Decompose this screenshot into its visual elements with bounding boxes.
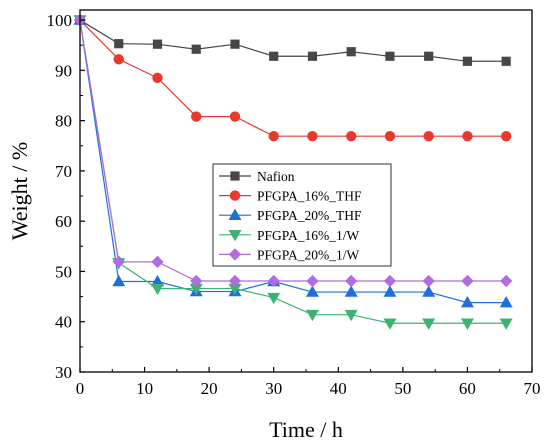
ticks-layer: 0 10 20 30 40 50 60 70 30 40 50 60 70 80 90 100 [47,11,541,398]
data-point [383,318,397,330]
data-point [346,47,356,57]
data-point [306,274,319,288]
data-point [230,171,240,181]
series-line [79,19,507,137]
data-point [191,44,201,54]
data-point [228,248,242,261]
legend-label: Nafion [257,169,295,184]
data-point [500,274,513,288]
y-tick-label: 70 [55,162,72,181]
data-point [307,130,318,142]
legend-item: PFGPA_16%_THF [219,189,362,204]
legend-item: PFGPA_20%_THF [219,208,362,223]
data-point [190,274,203,288]
legend: Nafion PFGPA_16%_THF PFGPA_20%_THF PFGPA_16… [212,163,392,267]
legend-label: PFGPA_16%_THF [257,189,362,204]
series [75,15,511,66]
legend-item: PFGPA_20%_1/W [219,247,360,262]
data-point [499,318,513,330]
y-tick-label: 40 [55,313,72,332]
series-line [79,19,507,324]
data-point [344,285,358,297]
data-point [150,283,164,296]
series [74,14,512,142]
data-point [267,292,281,305]
y-tick-label: 50 [55,262,72,281]
data-point [112,274,126,287]
data-point [383,274,397,288]
data-point [424,51,434,61]
x-tick-label: 0 [76,379,85,398]
x-tick-label: 40 [330,379,347,398]
data-point [229,190,241,201]
data-point [460,318,474,330]
data-point [385,51,395,61]
legend-label: PFGPA_20%_1/W [257,247,360,262]
data-point [307,51,318,61]
data-point [384,130,396,142]
data-point [422,318,436,330]
data-point [191,111,202,122]
data-point [228,230,242,242]
x-tick-label: 10 [136,379,153,398]
series-layer [73,13,513,330]
data-point [152,39,163,49]
data-point [113,54,124,65]
data-point [383,285,397,297]
data-point [460,296,474,308]
data-point [345,274,358,288]
y-tick-label: 60 [55,212,72,231]
data-point [151,255,164,269]
data-point [228,208,242,220]
data-point [422,285,436,297]
legend-label: PFGPA_20%_THF [257,208,362,223]
data-point [305,285,319,297]
data-point [305,309,319,322]
data-point [229,111,241,122]
data-point [112,255,125,269]
data-point [346,130,357,142]
series [73,13,513,288]
x-tick-label: 60 [459,379,476,398]
y-axis-title: Weight / % [7,142,32,240]
series-line [79,19,507,282]
legend-item: Nafion [219,169,295,184]
data-point [114,39,124,49]
y-tick-label: 90 [55,61,72,80]
data-point [230,39,240,49]
y-tick-label: 30 [55,363,72,382]
data-point [268,130,279,142]
data-point [267,274,280,288]
data-point [228,274,242,288]
data-point [423,130,434,142]
legend-label: PFGPA_16%_1/W [257,228,360,243]
legend-item: PFGPA_16%_1/W [219,228,360,243]
x-axis-title: Time / h [269,417,343,442]
data-point [501,56,511,66]
x-tick-label: 70 [524,379,541,398]
x-tick-label: 30 [265,379,282,398]
data-point [422,274,435,288]
data-point [500,130,512,142]
data-point [269,51,279,61]
data-point [152,72,163,84]
series-line [79,19,507,304]
series-line [79,19,507,62]
y-tick-label: 100 [47,11,73,30]
y-tick-label: 80 [55,112,72,131]
data-point [462,130,473,142]
x-tick-label: 20 [201,379,218,398]
data-point [462,56,473,66]
data-point [461,274,474,288]
x-tick-label: 50 [394,379,411,398]
data-point [344,309,358,322]
data-point [499,296,513,308]
